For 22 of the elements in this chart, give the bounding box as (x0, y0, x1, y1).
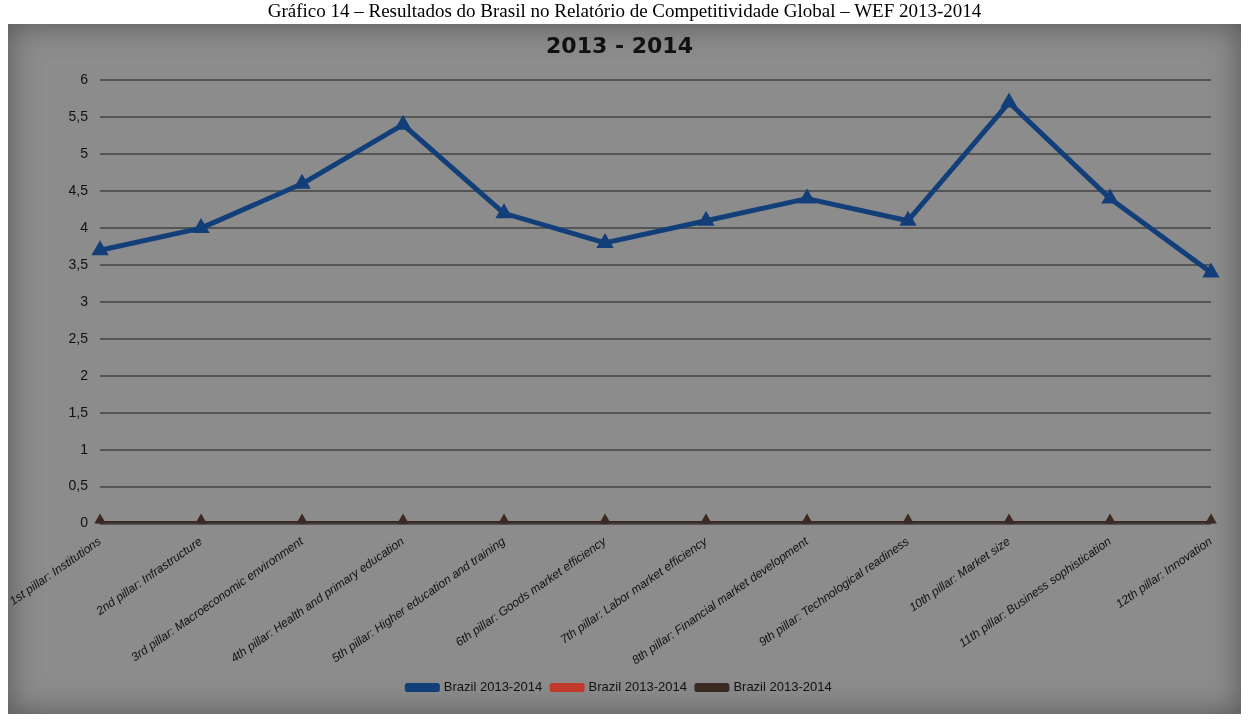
y-tick-label: 3,5 (68, 255, 89, 272)
point (495, 203, 513, 219)
y-tick-label: 0,5 (68, 477, 89, 494)
point (1202, 262, 1220, 278)
y-tick-label: 1 (80, 440, 89, 457)
chart-subtitle: 2013 - 2014 (546, 32, 693, 58)
y-tick-label: 2 (80, 366, 89, 383)
legend-label: Brazil 2013-2014 (443, 679, 543, 695)
legend-label: Brazil 2013-2014 (588, 679, 687, 695)
y-tick-label: 4 (80, 218, 89, 235)
legend-label: Brazil 2013-2014 (733, 679, 832, 695)
y-tick-label: 6 (80, 71, 89, 88)
y-tick-label: 4,5 (68, 182, 89, 199)
y-tick-label: 2,5 (68, 329, 89, 346)
y-tick-label: 1,5 (68, 403, 89, 420)
chart-title: Gráfico 14 – Resultados do Brasil no Relatório de Competitividade Global – WEF 2013-2014 (266, 0, 983, 23)
y-tick-label: 3 (80, 292, 89, 309)
point (192, 218, 210, 234)
point (91, 240, 109, 256)
y-tick-label: 5,5 (68, 108, 89, 125)
y-tick-label: 5 (80, 145, 89, 162)
y-tick-label: 0 (80, 514, 89, 531)
